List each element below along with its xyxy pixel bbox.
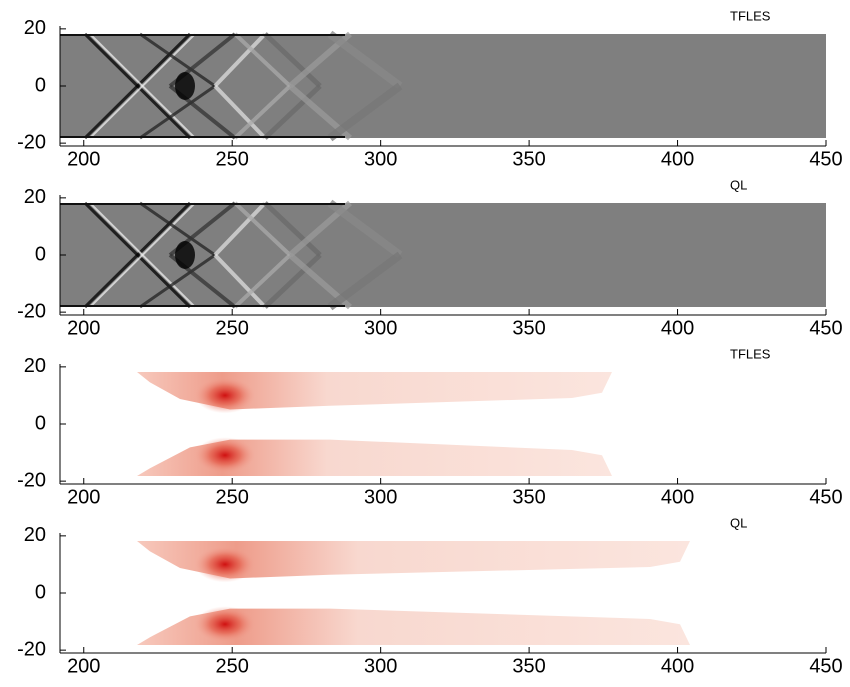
shock-pattern [83, 201, 192, 309]
flame-region [137, 608, 690, 645]
shock-core [175, 241, 195, 269]
x-tick-label: 300 [364, 655, 397, 677]
flame-region [137, 439, 612, 476]
shock-pattern [263, 201, 322, 257]
shock-pattern [263, 253, 322, 309]
flame-core [195, 437, 255, 474]
shock-pattern [213, 84, 267, 140]
shock-pattern [139, 253, 216, 309]
x-tick-label: 450 [809, 317, 842, 339]
flame-region [137, 541, 690, 579]
flame-core [195, 606, 255, 643]
panel: -20 0 20 200 250 300 350 400 450 TFLES [17, 8, 843, 170]
y-tick-label: 0 [35, 581, 46, 603]
shock-pattern [139, 201, 216, 257]
x-tick-label: 450 [809, 486, 842, 508]
shock-pattern [213, 32, 267, 88]
panel-label: TFLES [730, 346, 771, 361]
shock-pattern [263, 32, 322, 88]
shock-pattern [139, 32, 216, 88]
x-tick-label: 400 [661, 317, 694, 339]
y-tick-label: 20 [24, 355, 46, 377]
x-tick-label: 300 [364, 486, 397, 508]
x-tick-label: 300 [364, 317, 397, 339]
flame-region [137, 372, 612, 410]
shock-pattern [233, 84, 292, 140]
flame-core [195, 546, 255, 583]
x-tick-label: 200 [67, 317, 100, 339]
y-tick-label: 20 [24, 186, 46, 208]
x-tick-label: 200 [67, 148, 100, 170]
y-tick-label: -20 [17, 300, 46, 322]
shock-pattern [89, 33, 196, 139]
x-tick-label: 450 [809, 148, 842, 170]
shock-pattern [233, 201, 292, 257]
y-tick-label: 20 [24, 524, 46, 546]
shock-pattern [83, 32, 192, 140]
x-tick-label: 400 [661, 655, 694, 677]
x-tick-label: 400 [661, 486, 694, 508]
shock-pattern [327, 199, 403, 259]
panel: -20 0 20 200 250 300 350 400 450 TFLES [17, 346, 843, 508]
panel: -20 0 20 200 250 300 350 400 450 QL [17, 177, 843, 339]
shock-pattern [213, 201, 267, 257]
panel-label: QL [730, 515, 747, 530]
x-tick-label: 350 [512, 148, 545, 170]
y-tick-label: 0 [35, 412, 46, 434]
y-tick-label: 20 [24, 17, 46, 39]
shock-pattern [233, 32, 292, 88]
x-tick-label: 250 [216, 655, 249, 677]
shock-pattern [327, 82, 403, 142]
y-tick-label: 0 [35, 243, 46, 265]
x-tick-label: 350 [512, 317, 545, 339]
x-tick-label: 450 [809, 655, 842, 677]
shock-pattern [213, 253, 267, 309]
panel-label: QL [730, 177, 747, 192]
shock-pattern [233, 253, 292, 309]
panel: -20 0 20 200 250 300 350 400 450 QL [17, 515, 843, 677]
x-tick-label: 200 [67, 655, 100, 677]
y-tick-label: -20 [17, 638, 46, 660]
x-tick-label: 350 [512, 486, 545, 508]
y-tick-label: -20 [17, 469, 46, 491]
x-tick-label: 250 [216, 317, 249, 339]
shock-pattern [327, 30, 403, 90]
x-tick-label: 400 [661, 148, 694, 170]
y-tick-label: -20 [17, 131, 46, 153]
shock-pattern [263, 84, 322, 140]
x-tick-label: 200 [67, 486, 100, 508]
x-tick-label: 350 [512, 655, 545, 677]
x-tick-label: 250 [216, 148, 249, 170]
shock-pattern [327, 251, 403, 311]
flame-core [195, 377, 255, 414]
x-tick-label: 300 [364, 148, 397, 170]
y-tick-label: 0 [35, 74, 46, 96]
panel-label: TFLES [730, 8, 771, 23]
shock-pattern [89, 202, 196, 308]
shock-core [175, 72, 195, 100]
x-tick-label: 250 [216, 486, 249, 508]
shock-pattern [139, 84, 216, 140]
